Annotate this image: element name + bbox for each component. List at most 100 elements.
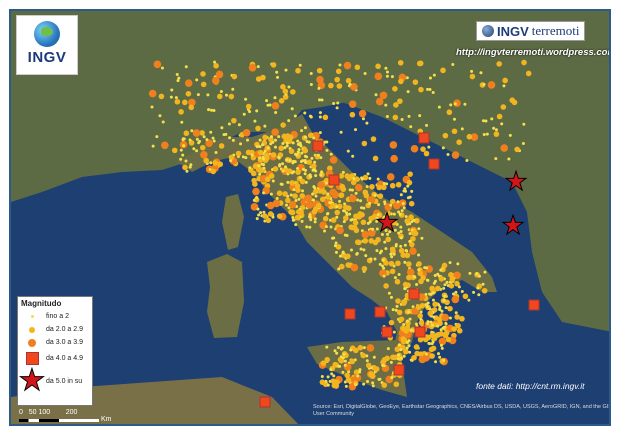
event-marker: [231, 73, 238, 80]
event-marker: [306, 159, 313, 165]
event-marker: [395, 260, 401, 267]
event-marker: [364, 254, 368, 258]
event-marker: [436, 272, 440, 276]
event-marker: [150, 105, 154, 109]
event-marker: [403, 348, 409, 355]
event-marker: [407, 171, 413, 177]
event-marker: [430, 323, 434, 327]
event-marker: [371, 384, 375, 388]
event-marker: [338, 254, 342, 258]
event-marker: [174, 96, 178, 100]
event-marker: [389, 295, 393, 299]
event-marker-m4: [393, 364, 405, 376]
event-marker: [413, 344, 420, 350]
event-marker: [502, 77, 508, 84]
event-marker: [358, 370, 362, 374]
event-marker: [285, 158, 289, 162]
event-marker: [494, 128, 498, 132]
event-marker: [407, 344, 411, 348]
event-marker: [321, 189, 327, 195]
event-marker: [336, 83, 343, 89]
event-marker: [425, 266, 429, 270]
event-marker: [158, 114, 162, 118]
event-marker-m4: [528, 299, 540, 311]
event-marker: [368, 201, 372, 205]
event-marker: [424, 352, 428, 356]
event-marker: [309, 82, 313, 86]
event-marker: [392, 330, 396, 334]
event-marker: [268, 173, 275, 179]
event-marker: [341, 170, 345, 174]
event-marker: [326, 375, 330, 379]
event-marker: [411, 230, 417, 236]
blog-url[interactable]: http://ingvterremoti.wordpress.com: [456, 47, 611, 58]
event-marker: [409, 328, 413, 332]
event-marker: [467, 298, 471, 302]
event-marker: [335, 244, 342, 250]
event-marker: [362, 206, 366, 210]
event-marker: [449, 103, 453, 107]
event-marker: [285, 141, 289, 145]
event-marker: [360, 177, 364, 181]
event-marker: [292, 193, 298, 199]
event-marker: [381, 382, 388, 388]
event-marker: [282, 94, 289, 100]
event-marker: [388, 260, 395, 267]
event-marker: [294, 223, 298, 227]
event-marker: [375, 63, 381, 70]
event-marker: [426, 87, 430, 91]
event-marker: [325, 140, 329, 144]
event-marker: [228, 154, 235, 161]
event-marker: [295, 67, 301, 74]
event-marker: [368, 176, 372, 180]
event-marker: [307, 132, 314, 139]
event-marker: [382, 182, 386, 186]
event-marker: [397, 98, 403, 104]
event-marker: [409, 241, 415, 248]
event-marker: [292, 188, 296, 192]
event-marker: [316, 153, 320, 157]
map-credits: Source: Esri, DigitalGlobe, GeoEye, Eart…: [313, 404, 611, 417]
event-marker: [412, 275, 416, 279]
event-marker: [341, 251, 345, 255]
event-marker: [188, 165, 192, 169]
event-marker: [200, 150, 208, 159]
event-marker: [508, 133, 512, 137]
event-marker: [403, 328, 409, 334]
event-marker: [362, 174, 369, 181]
event-marker: [231, 138, 235, 142]
event-marker: [492, 126, 496, 130]
event-marker: [414, 322, 418, 326]
event-marker: [366, 221, 370, 225]
event-marker: [417, 270, 424, 277]
event-marker: [394, 308, 398, 312]
event-marker: [303, 172, 307, 176]
event-marker: [330, 202, 336, 209]
event-marker: [255, 195, 259, 199]
event-marker: [314, 194, 318, 198]
event-marker: [406, 274, 412, 281]
event-marker: [271, 179, 275, 183]
event-marker: [295, 187, 301, 193]
event-marker: [297, 148, 301, 152]
event-marker: [445, 280, 449, 284]
event-marker: [431, 291, 435, 295]
event-marker: [257, 164, 261, 168]
event-marker: [151, 144, 155, 148]
event-marker: [427, 145, 431, 149]
event-marker: [430, 342, 434, 346]
event-marker: [371, 364, 377, 371]
event-marker: [404, 215, 408, 219]
data-source: fonte dati: http://cnt.rm.ingv.it: [476, 381, 585, 391]
event-marker: [270, 152, 277, 158]
event-marker: [215, 70, 224, 79]
event-marker: [332, 374, 336, 378]
event-marker: [197, 141, 201, 145]
earthquake-map[interactable]: ★ ★ ★: [11, 11, 611, 426]
map-frame: ★ ★ ★ INGV INGV terremoti http://ingvterrem…: [9, 9, 611, 426]
event-marker: [384, 66, 388, 70]
event-marker: [276, 213, 283, 219]
event-marker: [435, 285, 441, 292]
event-marker: [375, 249, 379, 253]
event-marker: [335, 205, 339, 209]
